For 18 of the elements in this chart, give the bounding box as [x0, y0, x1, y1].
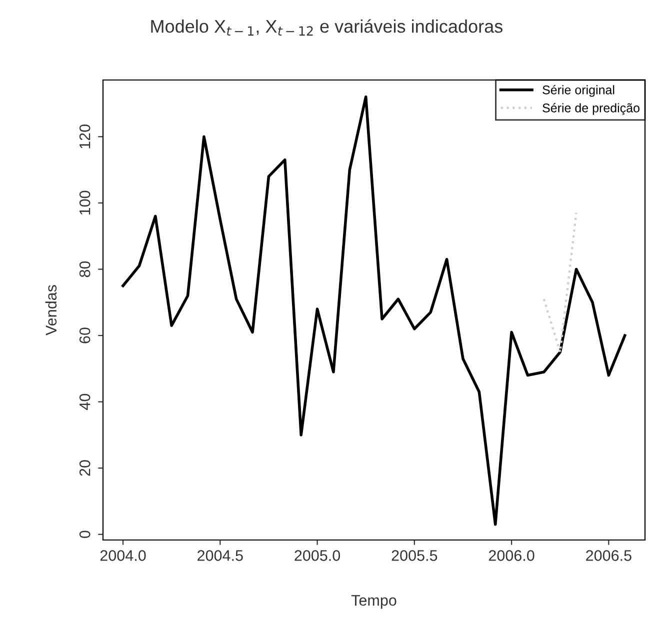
y-tick-label: 0: [79, 530, 90, 538]
chart-title: Modelo X$_{t−1}$, X$_{t−12}$ e variáveis indicadoras: [151, 19, 503, 36]
x-tick-label: 2005.5: [392, 550, 438, 561]
legend-label: Série original: [542, 85, 614, 97]
y-tick-label: 120: [79, 124, 90, 148]
x-tick-label: 2004.0: [100, 550, 146, 561]
x-tick-label: 2006.5: [586, 550, 632, 561]
x-tick-label: 2004.5: [198, 550, 243, 561]
x-tick-label: 2006.0: [488, 550, 534, 561]
y-tick-label: 80: [79, 261, 90, 278]
y-tick-label: 20: [79, 460, 90, 476]
x-tick-label: 2005.0: [294, 550, 340, 561]
y-tick-label: 40: [79, 394, 90, 410]
y-tick-label: 100: [79, 190, 90, 215]
legend-label: Série de predição: [542, 103, 640, 115]
y-tick-label: 60: [79, 328, 90, 344]
y-axis-title: Vendas: [45, 285, 57, 336]
x-axis-title: Tempo: [351, 595, 396, 609]
